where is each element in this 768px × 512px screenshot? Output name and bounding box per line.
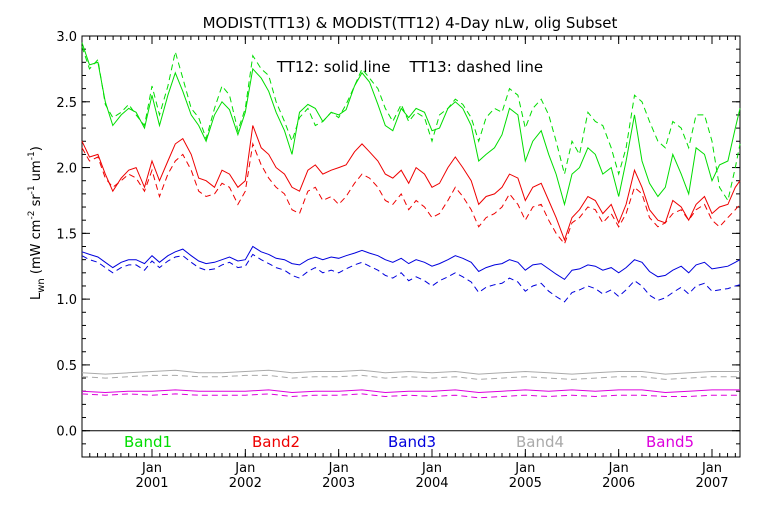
band2-tt13-line xyxy=(81,142,741,245)
y-tick-label: 1.5 xyxy=(56,227,77,242)
y-axis-label-exp2: -1 xyxy=(27,185,37,194)
y-tick-label: 0.0 xyxy=(56,425,77,440)
plot-frame xyxy=(81,35,741,458)
legend-band1: Band1 xyxy=(124,433,172,451)
x-tick-month: Jan xyxy=(421,461,442,476)
x-tick-month: Jan xyxy=(608,461,629,476)
chart-title: MODIST(TT13) & MODIST(TT12) 4-Day nLw, o… xyxy=(203,14,618,32)
band4-tt13-line xyxy=(81,374,740,380)
legend-band5: Band5 xyxy=(646,433,694,451)
band2-tt12-line xyxy=(81,125,741,242)
band5-tt13-line xyxy=(81,393,740,399)
x-tick-year: 2002 xyxy=(229,476,262,491)
band5-tt12-line xyxy=(81,389,740,394)
y-axis-label-mid: sr xyxy=(29,194,44,211)
x-tick-year: 2006 xyxy=(602,476,635,491)
y-axis-label-units-open: (mW cm xyxy=(29,220,44,279)
x-tick-month: Jan xyxy=(141,461,162,476)
chart-subtitle: TT12: solid line TT13: dashed line xyxy=(276,58,543,76)
y-tick-label: 3.0 xyxy=(56,30,77,45)
y-axis-label-mid2: um xyxy=(29,160,44,185)
x-tick-year: 2007 xyxy=(695,476,728,491)
y-axis-label-sub: wn xyxy=(36,278,47,293)
y-axis-label-main: L xyxy=(29,292,44,300)
legend-band3: Band3 xyxy=(388,433,436,451)
band1-tt13-line xyxy=(81,46,741,202)
series-lines xyxy=(81,42,741,399)
x-tick-year: 2003 xyxy=(322,476,355,491)
x-tick-month: Jan xyxy=(328,461,349,476)
y-tick-label: 0.5 xyxy=(56,359,77,374)
y-axis-label-exp1: -2 xyxy=(27,211,37,220)
y-axis-label: Lwn (mW cm-2 sr-1 um-1) xyxy=(27,146,47,300)
x-tick-month: Jan xyxy=(234,461,255,476)
band1-tt12-line xyxy=(81,42,741,207)
y-tick-label: 2.5 xyxy=(56,96,77,111)
y-axis-label-close: ) xyxy=(29,146,44,151)
legend-band2: Band2 xyxy=(252,433,300,451)
x-tick-year: 2004 xyxy=(415,476,448,491)
x-axis-ticks: Jan2001Jan2002Jan2003Jan2004Jan2005Jan20… xyxy=(81,36,736,491)
band3-tt12-line xyxy=(81,245,741,281)
x-tick-month: Jan xyxy=(701,461,722,476)
band4-tt12-line xyxy=(81,369,740,375)
x-tick-year: 2001 xyxy=(135,476,168,491)
y-tick-label: 1.0 xyxy=(56,293,77,308)
y-axis-ticks: 0.0 0.5 1.0 1.5 2.0 2.5 3.0 xyxy=(56,30,740,458)
y-axis-label-exp3: -1 xyxy=(27,151,37,160)
legend-band4: Band4 xyxy=(516,433,564,451)
x-tick-month: Jan xyxy=(514,461,535,476)
legend: Band1 Band2 Band3 Band4 Band5 xyxy=(124,433,694,451)
y-tick-label: 2.0 xyxy=(56,162,77,177)
band3-tt13-line xyxy=(81,253,741,303)
x-tick-year: 2005 xyxy=(509,476,542,491)
